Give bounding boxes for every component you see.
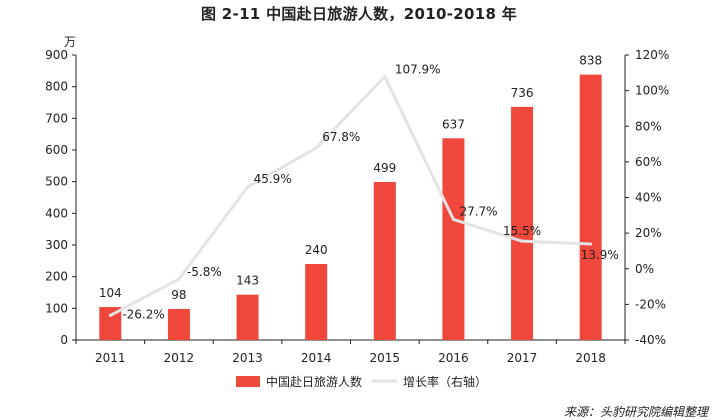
bar (373, 181, 396, 340)
right-tick-label: 20% (635, 226, 662, 240)
line-series (108, 75, 593, 317)
legend-label-line: 增长率（右轴） (403, 374, 487, 389)
bar-value-label: 499 (373, 161, 396, 175)
growth-point (520, 239, 524, 243)
bar-value-label: 143 (236, 274, 259, 288)
growth-value-label: 45.9% (254, 172, 292, 186)
x-tick-label: 2013 (232, 351, 263, 365)
bar-value-label: 838 (579, 54, 602, 68)
source-note: 来源：头豹研究院编辑整理 (563, 405, 708, 419)
growth-value-label: 107.9% (395, 63, 441, 77)
x-tick-label: 2014 (301, 351, 332, 365)
growth-value-label: -26.2% (122, 307, 164, 321)
right-tick-label: 120% (635, 48, 669, 62)
right-tick-label: -40% (635, 333, 666, 347)
x-tick-label: 2015 (370, 351, 401, 365)
left-tick-label: 900 (45, 48, 68, 62)
bars-series (99, 74, 602, 340)
x-tick-label: 2018 (575, 351, 606, 365)
x-tick-label: 2016 (438, 351, 469, 365)
growth-point (451, 217, 455, 221)
left-tick-label: 300 (45, 238, 68, 252)
x-tick-label: 2017 (507, 351, 538, 365)
left-tick-label: 700 (45, 111, 68, 125)
left-tick-label: 800 (45, 80, 68, 94)
bar-value-label: 637 (442, 117, 465, 131)
growth-point (589, 242, 593, 246)
left-axis-unit: 万 (64, 35, 76, 49)
growth-line (109, 75, 591, 317)
left-tick-label: 400 (45, 206, 68, 220)
growth-value-label: 67.8% (322, 130, 360, 144)
growth-point (314, 146, 318, 150)
growth-value-label: 27.7% (459, 204, 497, 218)
left-tick-label: 500 (45, 175, 68, 189)
left-tick-label: 0 (60, 333, 68, 347)
right-tick-label: 0% (635, 262, 654, 276)
growth-value-label: 13.9% (581, 248, 619, 262)
left-tick-label: 600 (45, 143, 68, 157)
growth-point (108, 313, 112, 317)
right-tick-label: 80% (635, 119, 662, 133)
bar-value-label: 98 (171, 288, 186, 302)
growth-value-label: -5.8% (187, 265, 222, 279)
bar (167, 308, 190, 340)
right-tick-label: 60% (635, 155, 662, 169)
legend-swatch-bar (236, 376, 260, 387)
left-tick-label: 200 (45, 270, 68, 284)
right-tick-label: -20% (635, 297, 666, 311)
x-tick-label: 2011 (95, 351, 126, 365)
left-tick-label: 100 (45, 301, 68, 315)
growth-value-label: 15.5% (503, 224, 541, 238)
bar (236, 294, 259, 340)
bar (305, 264, 328, 340)
bar (99, 307, 122, 340)
bar-value-label: 104 (99, 286, 122, 300)
bar-value-label: 240 (305, 243, 328, 257)
bar (511, 106, 534, 340)
growth-point (177, 277, 181, 281)
legend: 中国赴日旅游人数 增长率（右轴） (236, 374, 487, 389)
growth-point (383, 75, 387, 79)
data-labels: 104 98 143 240 499 637 736 838 -26.2% -5.8% 45.9% 6… (99, 54, 619, 322)
bar-value-label: 736 (511, 86, 534, 100)
growth-point (246, 185, 250, 189)
chart-title: 图 2-11 中国赴日旅游人数，2010-2018 年 (200, 5, 518, 23)
legend-label-bar: 中国赴日旅游人数 (266, 374, 362, 389)
bar (579, 74, 602, 340)
right-tick-label: 100% (635, 84, 669, 98)
right-tick-label: 40% (635, 191, 662, 205)
x-tick-label: 2012 (164, 351, 195, 365)
bar (442, 138, 465, 340)
